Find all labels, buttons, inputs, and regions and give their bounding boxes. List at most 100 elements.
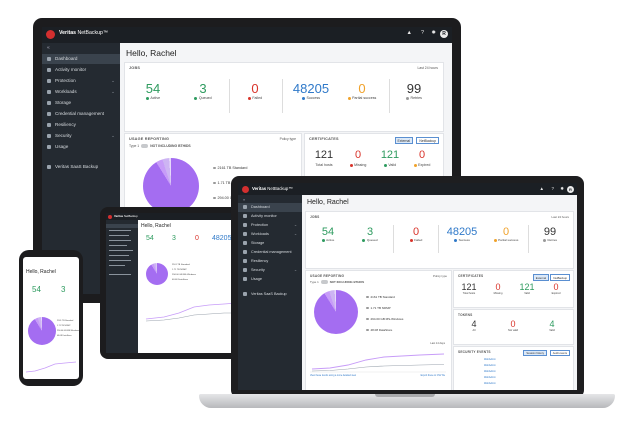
sidebar-item-workloads[interactable]: Workloads ⌄ [42, 87, 120, 97]
token-valid[interactable]: 4 Valid [549, 319, 555, 332]
sidebar-item-usage[interactable]: Usage [42, 142, 120, 152]
sidebar-item-credential-management[interactable]: Credential management [238, 248, 302, 257]
sidebar-item-activity-monitor[interactable]: Activity monitor [238, 212, 302, 221]
cert-valid[interactable]: 121 Valid [380, 149, 400, 167]
gear-icon[interactable]: ✹ [431, 30, 436, 36]
help-icon[interactable]: ? [551, 185, 554, 191]
sidebar-item-dashboard[interactable]: Dashboard [42, 54, 120, 64]
jobs-range-select[interactable]: Last 24 hours [551, 215, 569, 219]
sidebar-item[interactable] [109, 250, 133, 252]
tab-session-history[interactable]: Session history [523, 350, 547, 356]
cert-expired[interactable]: 0 Expired [407, 148, 437, 167]
sidebar-item-saas-backup[interactable]: Veritas SaaS Backup [238, 290, 302, 299]
security-event-item[interactable]: WebAdmin [484, 358, 496, 361]
tab-external[interactable]: External [394, 137, 413, 144]
jobs-stat-partial-success[interactable]: 0 Partial success [486, 226, 526, 242]
jobs-stat-active[interactable]: 54 [32, 285, 41, 294]
storage-icon [243, 241, 247, 245]
jobs-stat-failed[interactable]: 0 [195, 235, 199, 242]
jobs-stat-success[interactable]: 48205 Success [292, 81, 330, 100]
jobs-stat-active[interactable]: 54 Active [321, 226, 335, 242]
usage-icon [47, 144, 51, 149]
sidebar-collapse-button[interactable]: « [47, 45, 50, 51]
trend-range-select[interactable]: Last 14 days [430, 342, 445, 345]
sidebar-item-credential-management[interactable]: Credential management [42, 109, 120, 119]
sidebar-item-usage[interactable]: Usage [238, 275, 302, 284]
jobs-stat-partial-success[interactable]: 0 Partial success [339, 81, 385, 100]
export-csv-link[interactable]: Export these to CSV file [420, 375, 445, 377]
sidebar-item[interactable] [109, 240, 131, 242]
tab-netbackup[interactable]: NetBackup [550, 274, 570, 281]
cert-total-hosts[interactable]: 121 Total hosts [314, 149, 334, 167]
jobs-stat-failed[interactable]: 0 Failed [235, 81, 275, 100]
sidebar-item-storage[interactable]: Storage [238, 239, 302, 248]
sidebar-item-security[interactable]: Security ⌄ [42, 131, 120, 141]
app-brand: Veritas NetBackup™ [59, 30, 109, 36]
jobs-stat-queued[interactable]: 3 [172, 235, 176, 242]
jobs-stat-success[interactable]: 48205 Success [446, 226, 478, 242]
tab-external[interactable]: External [532, 274, 549, 281]
view-trends-link[interactable]: View these trends using a more detailed … [310, 375, 357, 377]
jobs-range-select[interactable]: Last 24 hours [417, 66, 438, 70]
jobs-stat-failed[interactable]: 0 Failed [398, 226, 434, 242]
sidebar-item[interactable] [109, 274, 131, 276]
policy-type-select[interactable]: Policy type [433, 274, 447, 278]
cert-expired[interactable]: 0 Expired [551, 282, 561, 295]
sidebar-item-activity-monitor[interactable]: Activity monitor [42, 65, 120, 75]
help-icon[interactable]: ? [420, 30, 424, 36]
user-avatar[interactable]: R [567, 185, 574, 193]
sidebar-item[interactable] [109, 260, 131, 262]
sidebar-item-resiliency[interactable]: Resiliency [42, 120, 120, 130]
policy-type-select[interactable]: Policy type [279, 137, 296, 141]
top-bar: Veritas NetBackup™ ▲ ? ✹ R [42, 27, 452, 43]
jobs-stat-active[interactable]: 54 [146, 235, 154, 242]
cert-missing[interactable]: 0 Missing [343, 148, 373, 167]
sidebar-item-dashboard[interactable] [106, 224, 138, 228]
security-event-item[interactable]: WebAdmin [484, 370, 496, 373]
tab-audit-events[interactable]: Audit events [549, 350, 570, 356]
sidebar-collapse-button[interactable]: « [243, 197, 246, 202]
tab-netbackup[interactable]: NetBackup [416, 137, 439, 144]
sidebar-item[interactable] [109, 255, 129, 257]
activity-icon [243, 214, 247, 218]
sidebar-item[interactable] [109, 245, 127, 247]
sidebar-item[interactable] [109, 235, 129, 237]
sidebar-item-dashboard[interactable]: Dashboard [238, 203, 302, 212]
sidebar-item-resiliency[interactable]: Resiliency [238, 257, 302, 266]
sidebar-item[interactable] [109, 230, 131, 232]
jobs-stat-queued[interactable]: 3 Queued [352, 226, 388, 242]
jobs-stat-retries[interactable]: 99 Retries [542, 226, 557, 242]
usage-toggle-row[interactable]: Type 1 NOT INCLUDING BTHIDS [310, 280, 365, 284]
usage-toggle-row[interactable]: Type 1 NOT INCLUDING BTHIDS [129, 144, 191, 148]
jobs-stat-success[interactable]: 48205 [212, 235, 232, 242]
jobs-stat-active[interactable]: 54 Active [145, 81, 161, 100]
security-event-item[interactable]: WebAdmin [484, 364, 496, 367]
jobs-stat-queued[interactable]: 3 Queued [183, 81, 223, 100]
security-event-item[interactable]: WebAdmin [484, 376, 496, 379]
usage-pie-chart [146, 263, 168, 285]
cert-total-hosts[interactable]: 121 Total hosts [461, 282, 477, 295]
user-avatar[interactable]: R [440, 30, 448, 38]
legend-item: 1.71 TB NDMP [366, 306, 391, 310]
sidebar-item-protection[interactable]: Protection ⌄ [42, 76, 120, 86]
sidebar-item[interactable] [109, 265, 125, 267]
bell-icon[interactable]: ▲ [406, 30, 412, 36]
cert-valid[interactable]: 121 Valid [519, 282, 535, 295]
security-event-item[interactable]: WebAdmin [484, 382, 496, 385]
sidebar-item-saas-backup[interactable]: Veritas SaaS Backup [42, 162, 120, 172]
jobs-stat-queued[interactable]: 3 [61, 285, 66, 294]
divider [229, 79, 230, 113]
jobs-stat-retries[interactable]: 99 Retries [406, 81, 422, 100]
gear-icon[interactable]: ✹ [560, 185, 564, 191]
shield-icon [243, 223, 247, 227]
sidebar-item-storage[interactable]: Storage [42, 98, 120, 108]
sidebar-item-protection[interactable]: Protection ⌄ [238, 221, 302, 230]
legend-item: 48.08 DataStore [366, 328, 392, 332]
sidebar-item-security[interactable]: Security ⌄ [238, 266, 302, 275]
usage-reporting-panel: USAGE REPORTING Policy type Type 1 NOT IN… [305, 270, 452, 390]
bell-icon[interactable]: ▲ [539, 185, 544, 191]
cert-missing[interactable]: 0 Missing [493, 282, 503, 295]
token-not-valid[interactable]: 0 Not valid [507, 319, 519, 332]
token-all[interactable]: 4 All [471, 319, 477, 332]
sidebar-item-workloads[interactable]: Workloads ⌄ [238, 230, 302, 239]
